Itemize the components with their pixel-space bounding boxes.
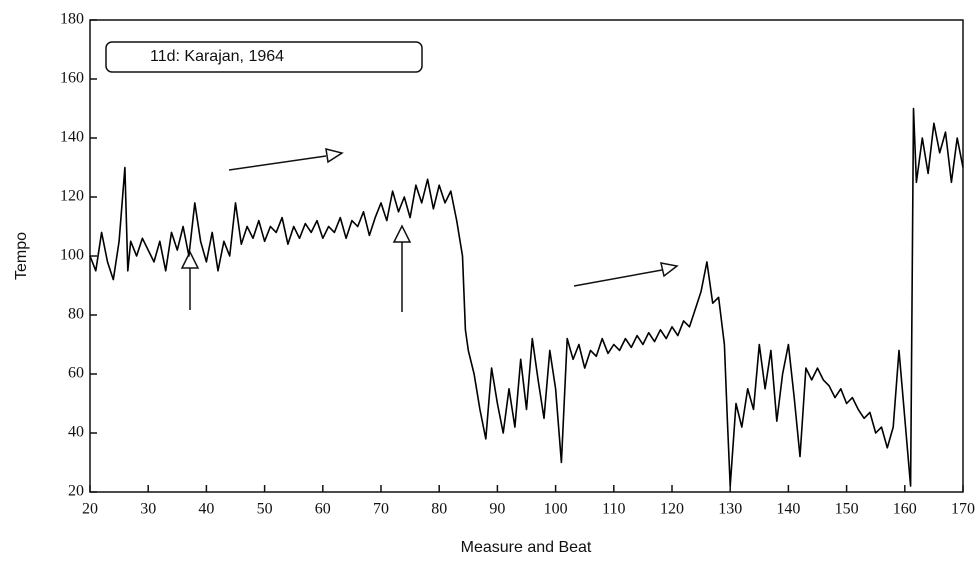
x-tick-label: 20 xyxy=(82,501,98,518)
x-tick-label: 80 xyxy=(431,501,447,518)
x-tick-label: 90 xyxy=(489,501,505,518)
y-tick-label: 40 xyxy=(68,424,84,441)
y-axis-label: Tempo xyxy=(13,232,30,280)
x-tick-label: 170 xyxy=(951,501,975,518)
arrows xyxy=(180,147,679,312)
x-axis-label: Measure and Beat xyxy=(461,539,592,556)
y-tick-label: 140 xyxy=(60,129,84,146)
y-tick-label: 60 xyxy=(68,365,84,382)
data-line xyxy=(89,107,964,487)
y-tick-label: 100 xyxy=(60,247,84,264)
y-tick-label: 180 xyxy=(60,11,84,28)
annotation: 11d: Karajan, 1964 xyxy=(150,48,284,65)
x-tick-label: 40 xyxy=(198,501,214,518)
x-tick-label: 150 xyxy=(835,501,859,518)
x-tick-label: 30 xyxy=(140,501,156,518)
x-tick-label: 110 xyxy=(602,501,625,518)
y-tick-label: 160 xyxy=(60,70,84,87)
x-tick-label: 50 xyxy=(257,501,273,518)
y-tick-label: 80 xyxy=(68,306,84,323)
annotation-box xyxy=(105,41,423,73)
x-tick-label: 130 xyxy=(718,501,742,518)
x-tick-label: 60 xyxy=(315,501,331,518)
x-tick-label: 160 xyxy=(893,501,917,518)
x-tick-label: 70 xyxy=(373,501,389,518)
x-tick-label: 140 xyxy=(776,501,800,518)
x-tick-label: 100 xyxy=(544,501,568,518)
y-tick-label: 120 xyxy=(60,188,84,205)
x-tick-label: 120 xyxy=(660,501,684,518)
y-tick-label: 20 xyxy=(68,483,84,500)
